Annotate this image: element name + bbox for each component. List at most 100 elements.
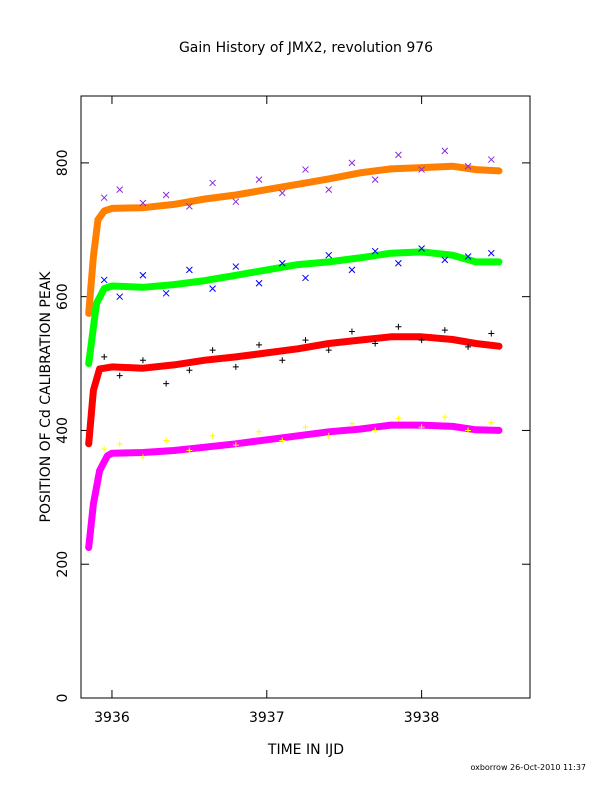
x-tick-label: 3936 [94,710,130,726]
chart-title: Gain History of JMX2, revolution 976 [179,40,433,56]
data-point [255,279,263,287]
data-point [232,363,239,370]
data-point [232,263,240,270]
series-6 [85,421,503,551]
data-point [209,432,216,439]
data-point [348,266,356,274]
data-point [325,347,332,354]
y-tick-label: 400 [55,417,71,444]
x-axis: 3936 3937 3938 [94,96,439,726]
data-point [209,347,216,354]
data-point [255,176,263,183]
data-point [232,198,240,206]
data-point [395,415,402,422]
data-point [325,432,332,439]
data-point [101,446,108,453]
y-axis-label: POSITION OF Cd CALIBRATION PEAK [38,271,54,523]
series-1 [100,147,495,210]
series-3 [100,245,495,301]
data-point [139,357,146,364]
data-point [371,247,379,255]
data-point [325,186,333,193]
data-point [186,367,193,374]
data-point [487,156,495,163]
data-point [302,424,309,431]
data-point [348,159,356,167]
data-point [395,259,402,267]
data-point [418,424,425,431]
data-point [163,437,170,444]
data-point [116,186,124,193]
data-point [441,256,449,264]
data-point [302,274,309,282]
data-point [348,328,355,335]
data-point [163,380,170,387]
y-tick-label: 200 [55,551,71,578]
data-point [116,293,124,301]
y-tick-label: 600 [55,283,71,310]
data-point [101,353,108,360]
data-point [464,253,472,260]
data-point [488,419,495,426]
data-point [372,340,379,347]
data-point [186,266,193,274]
data-point [256,341,263,348]
data-point [100,194,108,202]
series-2 [85,248,503,368]
x-axis-label: TIME IN IJD [267,742,344,758]
data-point [186,447,193,454]
data-point [209,285,216,292]
data-point [302,166,309,173]
data-point [441,147,449,155]
data-point [418,166,425,173]
data-point [302,337,309,344]
data-point [162,289,170,297]
data-point [116,440,123,447]
footer-credit: oxborrow 26-Oct-2010 11:37 [470,763,586,772]
series-line [85,162,503,317]
data-point [464,162,472,170]
data-point [371,176,379,183]
x-tick-label: 3937 [249,710,285,726]
data-point [441,414,448,421]
data-point [279,357,286,364]
data-point [488,330,495,337]
series-line [85,421,503,551]
data-point [139,454,146,461]
data-point [465,343,472,350]
x-tick-label: 3938 [404,710,440,726]
data-point [395,323,402,330]
series-5 [101,323,495,387]
data-point [418,337,425,344]
data-point [348,420,355,427]
data-point [418,245,425,252]
data-point [139,199,147,207]
data-point [372,427,379,434]
data-point [325,251,333,259]
series-layer [85,147,503,551]
data-point [441,327,448,334]
series-4 [85,333,503,448]
data-point [232,442,239,449]
data-point [209,179,216,187]
plot-frame [80,95,531,699]
data-point [278,259,286,267]
data-point [465,427,472,434]
series-7 [101,414,495,461]
data-point [116,372,123,379]
data-point [162,191,170,199]
data-point [487,249,495,257]
data-point [186,203,193,210]
y-tick-label: 800 [55,150,71,177]
data-point [256,428,263,435]
y-tick-label: 0 [55,694,71,703]
series-line [85,248,503,368]
data-point [100,276,108,284]
data-point [278,189,286,197]
data-point [279,437,286,444]
data-point [395,151,402,159]
series-0 [85,162,503,317]
series-line [85,333,503,448]
data-point [139,271,147,279]
